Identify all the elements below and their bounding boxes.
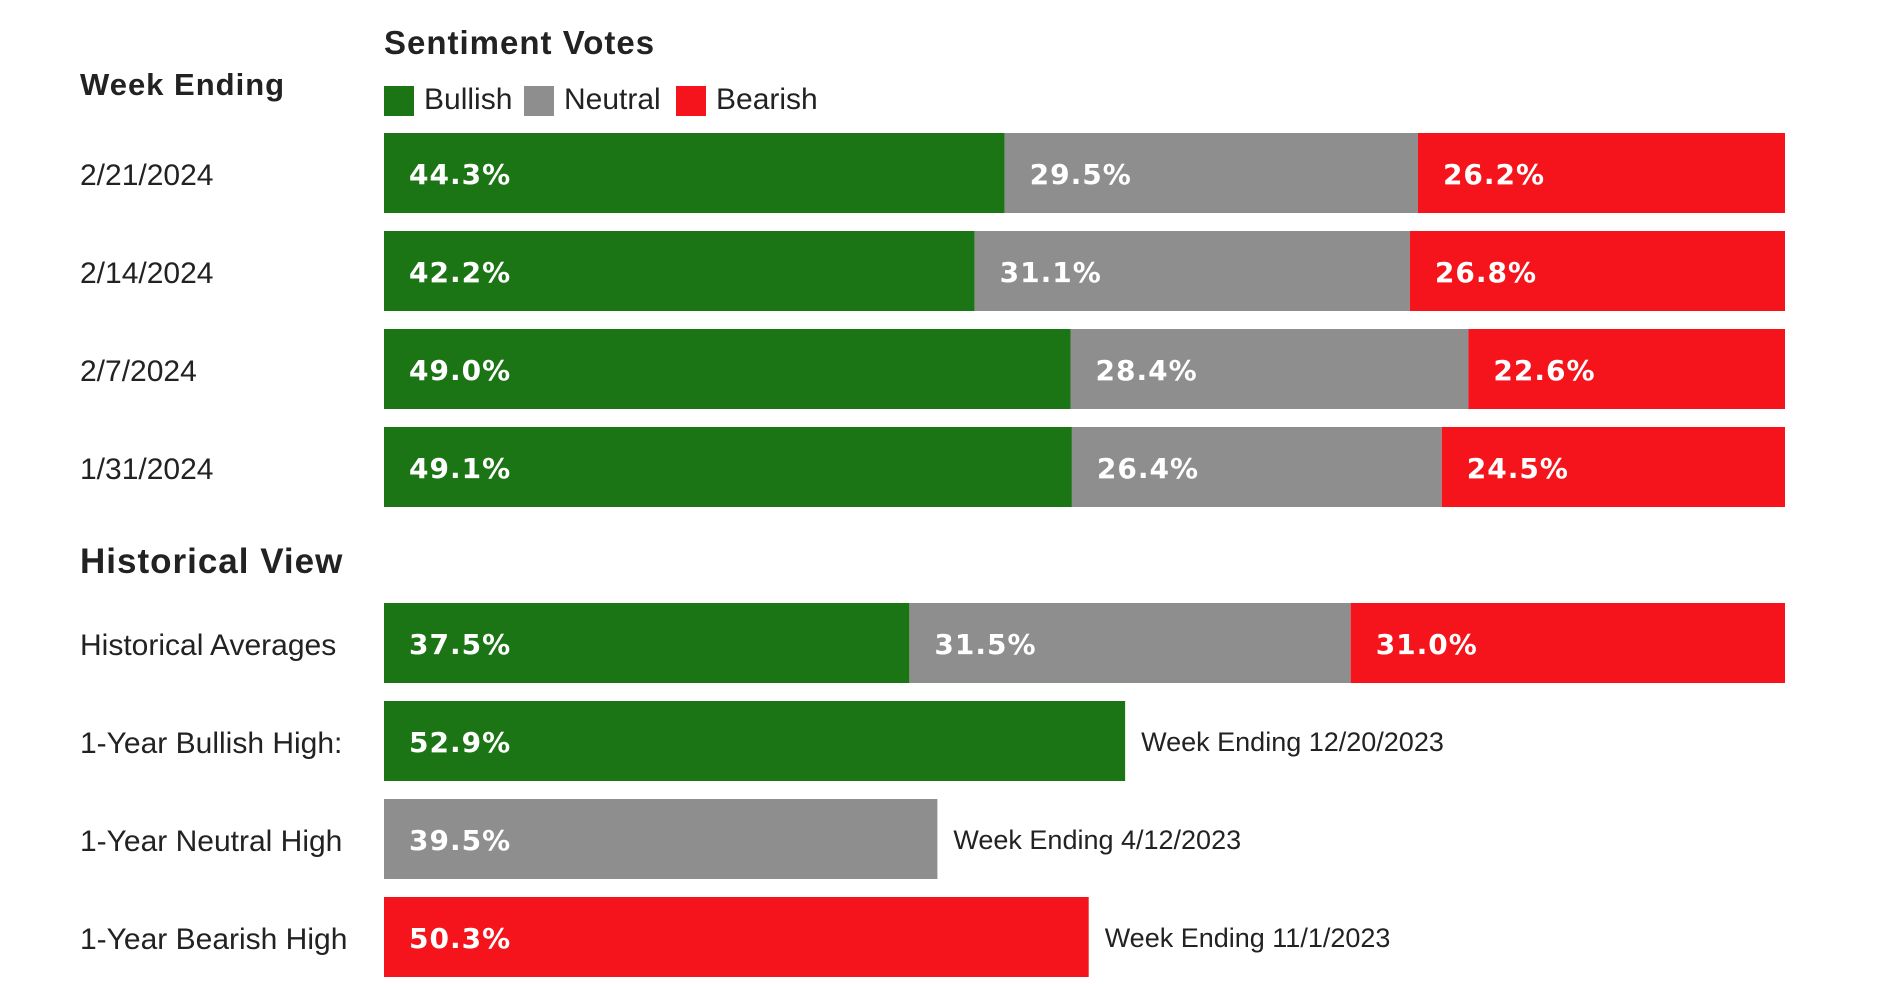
row-label-high: 1-Year Neutral High: [80, 825, 342, 858]
bar-bullish: [384, 427, 1072, 507]
bar-label-neutral-high: 39.5%: [409, 824, 511, 857]
bar-label-bullish: 37.5%: [409, 628, 511, 661]
bar-label-bearish-high: 50.3%: [409, 922, 511, 955]
bar-label-neutral: 31.1%: [1000, 256, 1102, 289]
legend-swatch-bullish: [384, 86, 414, 116]
bar-label-bullish: 49.1%: [409, 452, 511, 485]
bar-bullish: [384, 231, 975, 311]
bar-label-bearish: 31.0%: [1376, 628, 1478, 661]
legend-swatch-bearish: [676, 86, 706, 116]
bar-bearish: [1417, 133, 1785, 213]
row-label-high: 1-Year Bullish High:: [80, 727, 342, 760]
bar-bullish: [384, 133, 1005, 213]
bar-label-bearish: 22.6%: [1493, 354, 1595, 387]
bar-label-neutral: 29.5%: [1030, 158, 1132, 191]
bar-label-bearish: 26.2%: [1443, 158, 1545, 191]
weekly-section-title: Week Ending: [80, 67, 285, 102]
row-label-week: 1/31/2024: [80, 453, 213, 486]
legend: Bullish Neutral Bearish: [384, 83, 818, 116]
bar-neutral: [1071, 427, 1442, 507]
bar-label-neutral: 28.4%: [1095, 354, 1197, 387]
bar-neutral: [909, 603, 1351, 683]
bar-neutral: [974, 231, 1410, 311]
bar-label-bearish: 26.8%: [1435, 256, 1537, 289]
bar-bullish: [384, 329, 1071, 409]
chart-title: Sentiment Votes: [384, 24, 655, 61]
bar-bearish: [1441, 427, 1785, 507]
bar-label-bullish: 44.3%: [409, 158, 511, 191]
chart-marks: 2/21/2024 44.3% 29.5% 26.2% 2/14/2024 42.2% 31…: [80, 133, 1785, 977]
legend-label-bearish: Bearish: [716, 83, 818, 116]
row-label-week: 2/7/2024: [80, 355, 197, 388]
bar-bearish: [1350, 603, 1785, 683]
bar-neutral: [1070, 329, 1469, 409]
bar-neutral-high: [384, 799, 938, 879]
bar-label-bullish-high: 52.9%: [409, 726, 511, 759]
bar-label-neutral: 26.4%: [1097, 452, 1199, 485]
high-date-note: Week Ending 12/20/2023: [1141, 727, 1444, 757]
row-label-week: 2/21/2024: [80, 159, 213, 192]
row-label-week: 2/14/2024: [80, 257, 213, 290]
bar-label-bullish: 42.2%: [409, 256, 511, 289]
bar-bearish-high: [384, 897, 1089, 977]
bar-label-neutral: 31.5%: [934, 628, 1036, 661]
bar-bullish: [384, 603, 910, 683]
bar-label-bullish: 49.0%: [409, 354, 511, 387]
legend-label-neutral: Neutral: [564, 83, 661, 116]
historical-section-title: Historical View: [80, 542, 343, 581]
legend-swatch-neutral: [524, 86, 554, 116]
row-label-high: 1-Year Bearish High: [80, 923, 347, 956]
bar-bullish-high: [384, 701, 1126, 781]
bar-bearish: [1468, 329, 1785, 409]
legend-label-bullish: Bullish: [424, 83, 512, 116]
bar-neutral: [1004, 133, 1418, 213]
high-date-note: Week Ending 4/12/2023: [953, 825, 1241, 855]
bar-label-bearish: 24.5%: [1467, 452, 1569, 485]
high-date-note: Week Ending 11/1/2023: [1105, 923, 1391, 953]
bar-bearish: [1409, 231, 1785, 311]
row-label-historical-averages: Historical Averages: [80, 629, 336, 662]
